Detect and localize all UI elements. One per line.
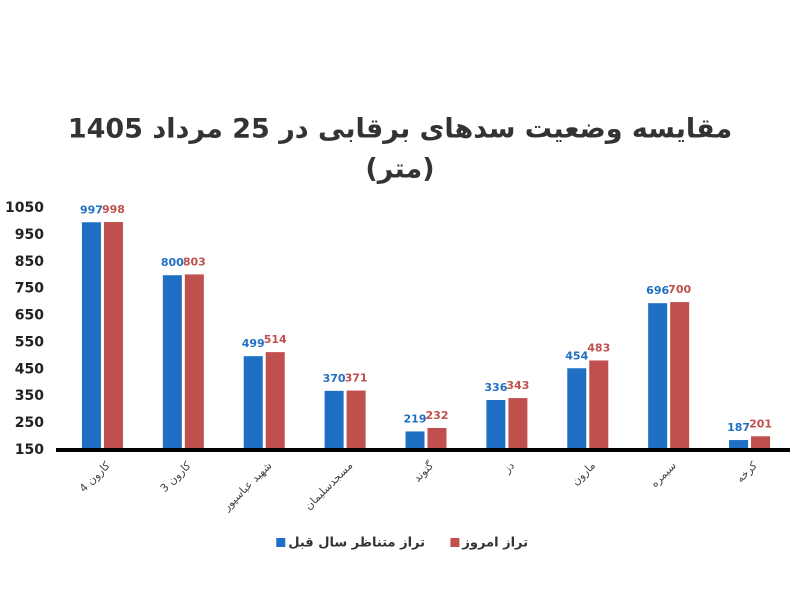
x-tick-label: دز <box>500 459 517 476</box>
legend-swatch <box>450 538 460 547</box>
bar <box>427 427 447 450</box>
value-label: 997 <box>80 203 103 216</box>
chart-subtitle: (متر) <box>365 154 434 185</box>
x-tick-label: مسجدسلیمان <box>302 459 355 512</box>
legend-swatch <box>276 538 286 547</box>
bar <box>184 274 204 450</box>
chart-title: مقایسه وضعیت سدهای برقابی در 25 مرداد 14… <box>68 114 732 145</box>
value-label: 187 <box>727 421 750 434</box>
bar <box>346 390 366 450</box>
value-label: 343 <box>506 379 529 392</box>
y-tick-label: 1050 <box>5 200 44 216</box>
x-tick-label: مارون <box>569 459 598 488</box>
value-label: 336 <box>484 381 507 394</box>
x-tick-label: گتوند <box>411 459 437 485</box>
bar <box>81 222 101 450</box>
bar <box>567 368 587 450</box>
value-label: 371 <box>345 372 368 385</box>
y-tick-label: 750 <box>15 281 44 297</box>
value-label: 219 <box>404 412 427 425</box>
y-tick-label: 950 <box>15 227 44 243</box>
value-label: 803 <box>183 255 206 268</box>
x-tick-label: شهید عباسپور <box>220 459 275 514</box>
bar <box>670 302 690 450</box>
y-tick-label: 150 <box>15 442 44 458</box>
value-label: 483 <box>587 341 610 354</box>
value-label: 232 <box>426 409 449 422</box>
bar <box>324 390 344 450</box>
value-label: 514 <box>264 333 287 346</box>
y-tick-label: 650 <box>15 308 44 324</box>
bar <box>751 436 771 450</box>
bar <box>589 360 609 450</box>
bar <box>162 275 182 450</box>
legend-label: تراز متناظر سال قبل <box>288 536 425 551</box>
value-label: 499 <box>242 337 265 350</box>
bar <box>486 399 506 450</box>
bar <box>508 398 528 450</box>
y-tick-label: 250 <box>15 415 44 431</box>
value-label: 800 <box>161 256 184 269</box>
legend-label: تراز امروز <box>461 536 528 551</box>
bar <box>405 431 425 450</box>
y-tick-label: 450 <box>15 361 44 377</box>
bar <box>648 303 668 450</box>
value-label: 370 <box>323 372 346 385</box>
bar <box>729 440 749 450</box>
y-tick-label: 350 <box>15 388 44 404</box>
y-tick-label: 850 <box>15 254 44 270</box>
x-tick-label: کارون 3 <box>158 459 194 495</box>
x-tick-label: کارون 4 <box>77 459 113 495</box>
value-label: 696 <box>646 284 669 297</box>
bar <box>243 356 263 450</box>
value-label: 201 <box>749 417 772 430</box>
value-label: 454 <box>565 349 588 362</box>
y-tick-label: 550 <box>15 334 44 350</box>
value-label: 998 <box>102 203 125 216</box>
value-label: 700 <box>668 283 691 296</box>
bar <box>265 352 285 450</box>
x-tick-label: سیمره <box>648 459 679 490</box>
bar <box>103 221 123 450</box>
x-tick-label: کرخه <box>734 459 761 486</box>
